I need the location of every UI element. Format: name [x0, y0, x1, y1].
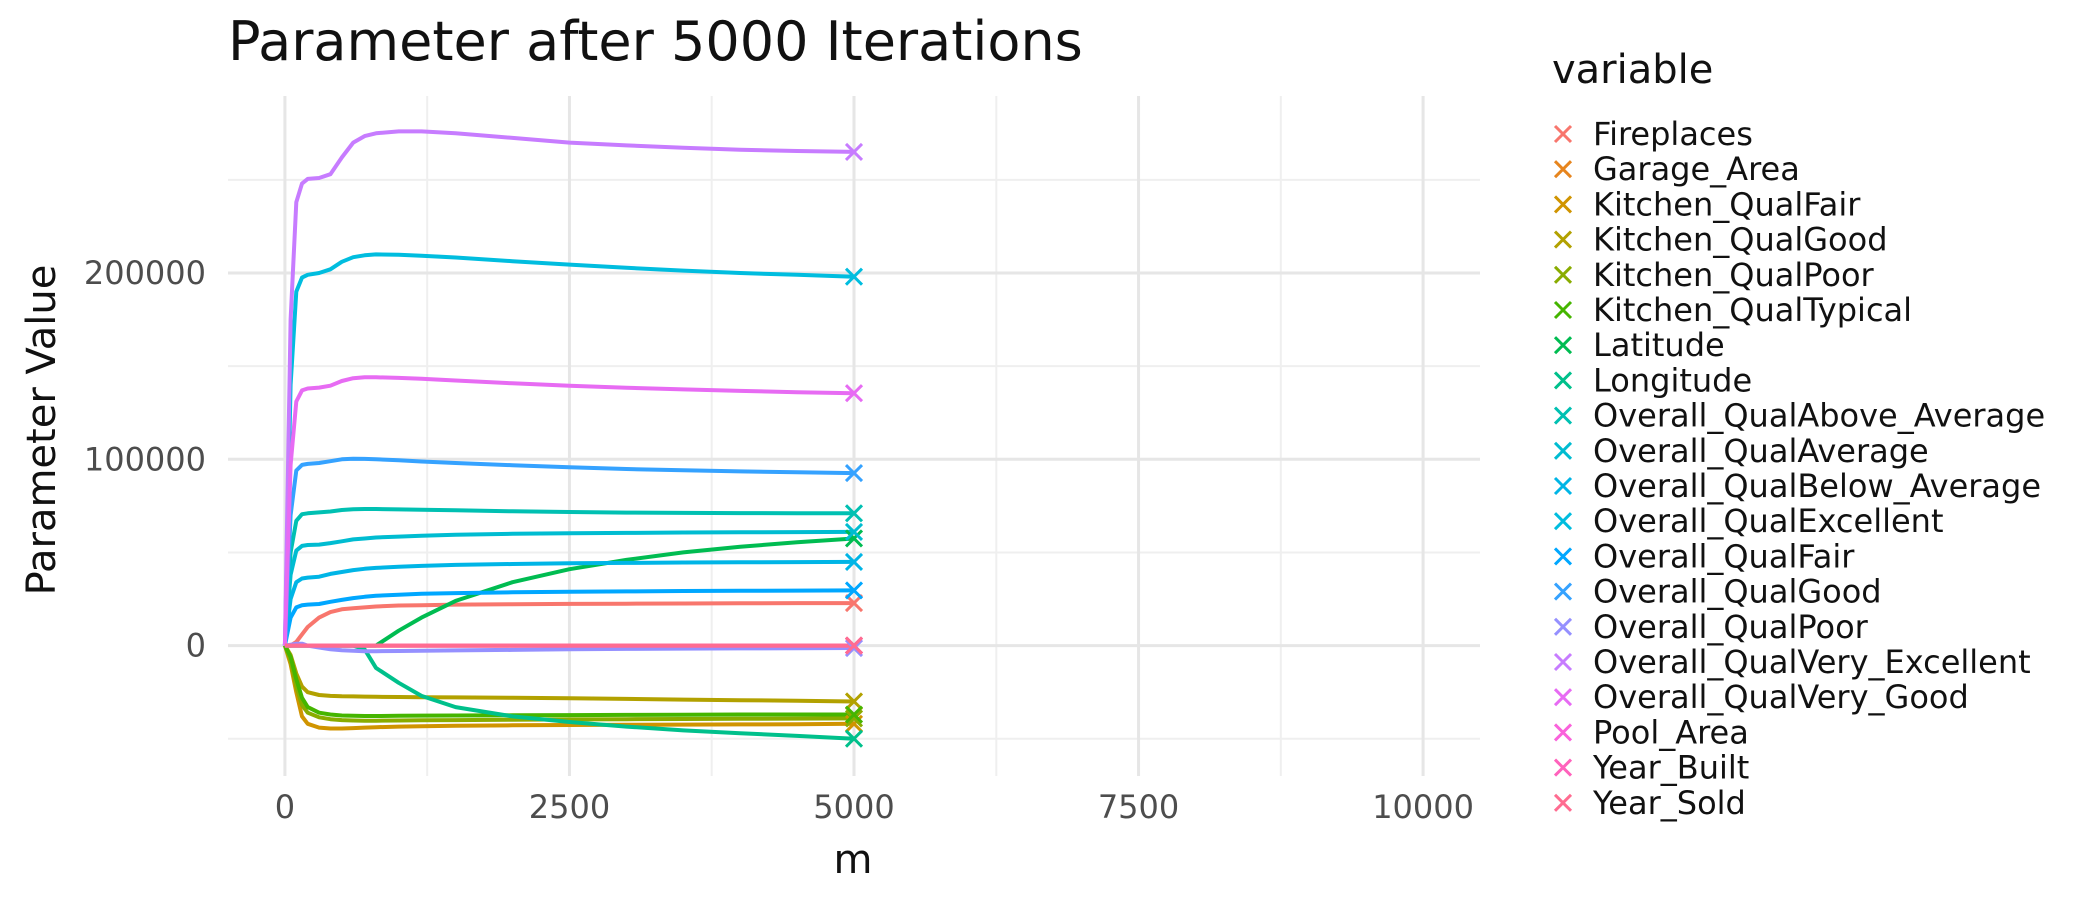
legend-marker-garage-area: [1553, 160, 1573, 179]
end-marker-overall-qualbelow-average: [844, 552, 864, 572]
series-line-overall-qualvery-excellent: [282, 129, 855, 646]
legend-marker-fireplaces: [1553, 124, 1573, 144]
end-marker-longitude: [844, 729, 864, 748]
x-axis-title: m: [834, 837, 873, 883]
legend-marker-overall-qualaverage: [1553, 441, 1573, 460]
legend-marker-overall-qualexcellent: [1553, 512, 1573, 531]
series-line-fireplaces: [284, 601, 854, 648]
y-axis-title: Parameter Value: [19, 265, 65, 596]
legend-label-latitude: Latitude: [1593, 326, 1725, 364]
legend-marker-overall-qualgood: [1553, 582, 1573, 601]
y-tick-label: 200000: [84, 254, 206, 292]
series-line-kitchen-qualtypical: [283, 644, 854, 718]
legend-items: FireplacesGarage_AreaKitchen_QualFairKit…: [1553, 115, 2045, 822]
legend-label-kitchen-qualtypical: Kitchen_QualTypical: [1593, 291, 1912, 329]
x-tick-label: 5000: [813, 788, 894, 826]
end-marker-overall-qualaverage: [844, 522, 864, 542]
legend-marker-longitude: [1553, 371, 1573, 390]
end-marker-overall-qualgood: [844, 464, 864, 483]
y-tick-label: 0: [186, 627, 206, 665]
series-line-kitchen-qualgood: [283, 644, 855, 704]
legend-marker-overall-qualbelow-average: [1553, 476, 1573, 496]
legend-label-garage-area: Garage_Area: [1593, 150, 1800, 188]
legend-label-overall-qualpoor: Overall_QualPoor: [1593, 608, 1869, 646]
legend-marker-overall-qualabove-average: [1553, 406, 1573, 425]
x-axis-ticks: 0 2500 5000 7500 10000: [275, 788, 1474, 826]
end-marker-kitchen-qualtypical: [844, 705, 864, 724]
legend-marker-pool-area: [1553, 723, 1573, 742]
end-marker-overall-qualvery-excellent: [844, 142, 864, 161]
series-line-overall-qualgood: [282, 456, 855, 646]
legend-label-longitude: Longitude: [1593, 361, 1752, 399]
end-marker-kitchen-qualpoor: [844, 709, 864, 728]
legend-label-kitchen-qualpoor: Kitchen_QualPoor: [1593, 256, 1875, 294]
legend-label-overall-qualvery-excellent: Overall_QualVery_Excellent: [1593, 643, 2031, 681]
legend-marker-year-built: [1553, 758, 1573, 777]
end-marker-latitude: [844, 529, 864, 548]
x-tick-label: 2500: [529, 788, 610, 826]
end-marker-kitchen-qualgood: [844, 692, 864, 711]
series-line-overall-qualfair: [282, 588, 855, 646]
series-markers: [844, 142, 864, 748]
legend-marker-overall-qualvery-excellent: [1553, 652, 1573, 672]
end-marker-overall-qualfair: [844, 581, 864, 600]
series-line-overall-qualaverage: [282, 529, 855, 646]
series-line-overall-qualabove-average: [282, 507, 854, 646]
y-tick-label: 100000: [84, 440, 206, 478]
chart-title: Parameter after 5000 Iterations: [228, 10, 1083, 73]
grid-major: [228, 96, 1480, 776]
legend-label-overall-qualaverage: Overall_QualAverage: [1593, 432, 1929, 470]
end-marker-overall-qualpoor: [844, 638, 864, 658]
legend-label-fireplaces: Fireplaces: [1593, 115, 1753, 153]
legend-marker-kitchen-qualpoor: [1553, 265, 1573, 284]
legend-label-year-built: Year_Built: [1592, 749, 1749, 787]
series-line-kitchen-qualpoor: [283, 644, 855, 723]
x-tick-label: 7500: [1098, 788, 1179, 826]
legend-marker-year-sold: [1553, 793, 1573, 812]
legend-label-overall-qualbelow-average: Overall_QualBelow_Average: [1593, 467, 2041, 505]
legend-label-pool-area: Pool_Area: [1593, 713, 1749, 751]
legend-label-kitchen-qualfair: Kitchen_QualFair: [1593, 185, 1861, 223]
x-tick-label: 10000: [1372, 788, 1474, 826]
legend-label-overall-qualfair: Overall_QualFair: [1593, 537, 1855, 575]
legend: variable FireplacesGarage_AreaKitchen_Qu…: [1552, 47, 2045, 822]
legend-marker-kitchen-qualgood: [1553, 230, 1573, 249]
series-line-kitchen-qualfair: [282, 645, 855, 731]
series-line-overall-qualvery-good: [282, 375, 855, 646]
series-line-overall-qualexcellent: [282, 252, 855, 646]
legend-marker-overall-qualfair: [1553, 547, 1573, 566]
legend-label-kitchen-qualgood: Kitchen_QualGood: [1593, 221, 1888, 259]
series-lines: [282, 129, 855, 741]
end-marker-year-sold: [844, 636, 864, 655]
legend-label-overall-qualexcellent: Overall_QualExcellent: [1593, 502, 1944, 540]
legend-label-overall-qualvery-good: Overall_QualVery_Good: [1593, 678, 1969, 716]
legend-marker-overall-qualvery-good: [1553, 688, 1573, 707]
legend-marker-overall-qualpoor: [1553, 617, 1573, 636]
legend-marker-kitchen-qualfair: [1553, 195, 1573, 214]
legend-marker-latitude: [1553, 336, 1573, 355]
end-marker-overall-qualexcellent: [844, 267, 864, 286]
x-tick-label: 0: [275, 788, 295, 826]
series-line-overall-qualbelow-average: [282, 559, 855, 646]
end-marker-overall-qualabove-average: [844, 504, 864, 523]
legend-label-overall-qualabove-average: Overall_QualAbove_Average: [1593, 397, 2045, 435]
legend-title: variable: [1552, 47, 1713, 93]
legend-marker-kitchen-qualtypical: [1553, 300, 1573, 320]
end-marker-overall-qualvery-good: [844, 384, 864, 403]
legend-label-year-sold: Year_Sold: [1592, 784, 1746, 822]
y-axis-ticks: 0 100000 200000: [84, 254, 206, 665]
legend-label-overall-qualgood: Overall_QualGood: [1593, 573, 1882, 611]
